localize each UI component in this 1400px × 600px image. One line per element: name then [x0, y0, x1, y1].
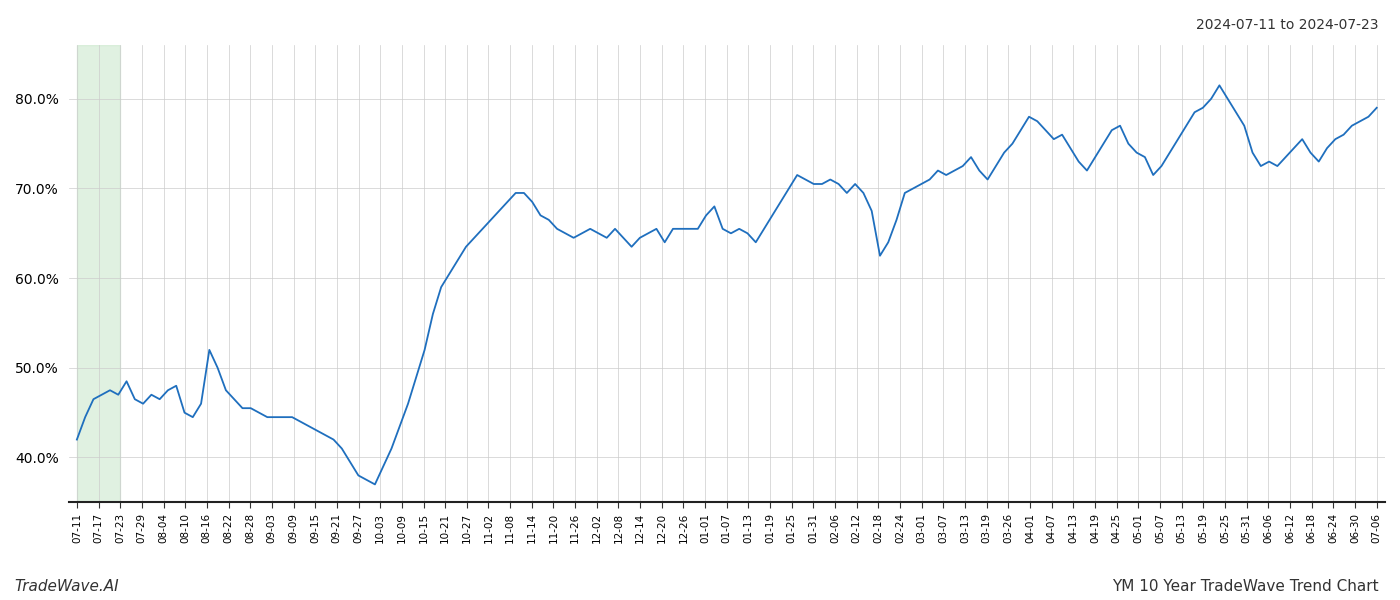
Text: TradeWave.AI: TradeWave.AI — [14, 579, 119, 594]
Text: 2024-07-11 to 2024-07-23: 2024-07-11 to 2024-07-23 — [1197, 18, 1379, 32]
Text: YM 10 Year TradeWave Trend Chart: YM 10 Year TradeWave Trend Chart — [1113, 579, 1379, 594]
Bar — [77, 45, 120, 502]
